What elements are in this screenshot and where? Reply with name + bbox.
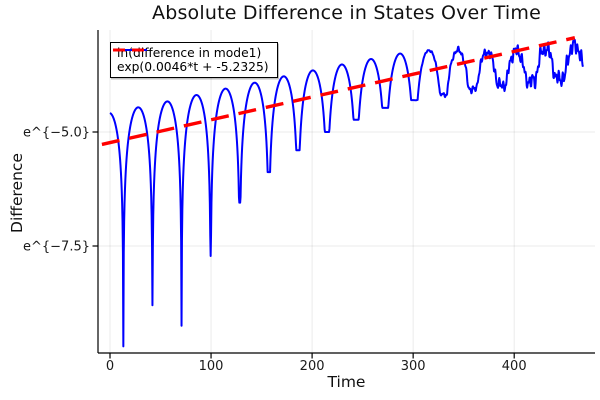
chart-title: Absolute Difference in States Over Time bbox=[152, 2, 541, 24]
legend-item-fit: exp(0.0046*t + -5.2325) bbox=[113, 48, 269, 74]
x-tick-label: 100 bbox=[199, 359, 224, 374]
y-tick-label: e^{−7.5} bbox=[23, 240, 90, 255]
x-tick-label: 200 bbox=[300, 359, 325, 374]
y-tick-label: e^{−5.0} bbox=[23, 126, 90, 141]
legend-label: ln(difference in mode1) bbox=[117, 46, 262, 60]
data-line-series bbox=[109, 38, 584, 348]
legend-label: exp(0.0046*t + -5.2325) bbox=[117, 60, 269, 74]
legend: ln(difference in mode1) exp(0.0046*t + -… bbox=[110, 42, 278, 78]
x-axis-label: Time bbox=[327, 373, 366, 391]
dashed-line-sample-icon bbox=[113, 48, 147, 52]
x-tick-label: 0 bbox=[106, 359, 114, 374]
x-tick-label: 400 bbox=[502, 359, 527, 374]
fit-line bbox=[101, 36, 576, 147]
x-tick-label: 300 bbox=[401, 359, 426, 374]
